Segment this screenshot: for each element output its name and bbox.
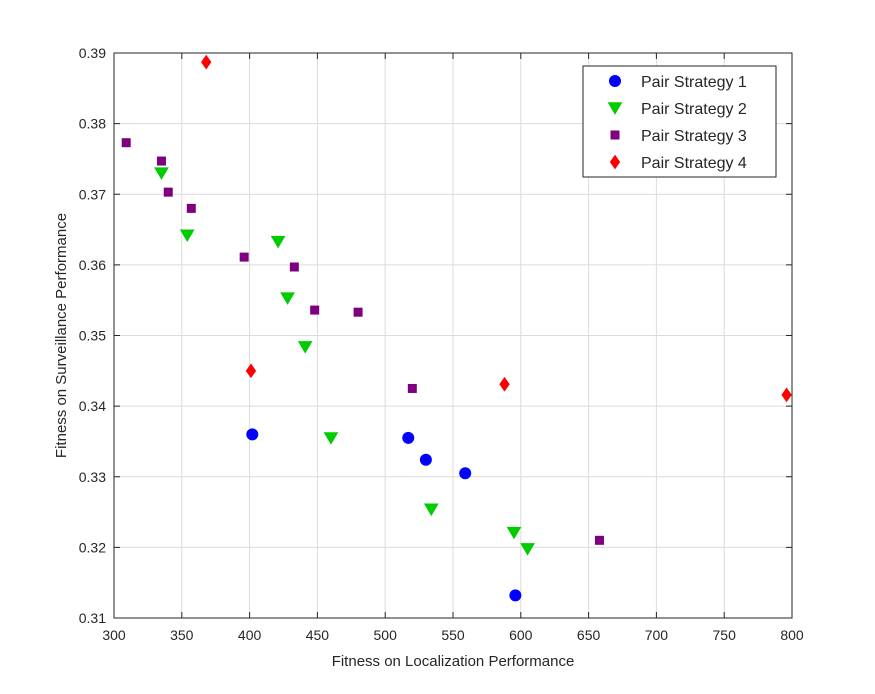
y-tick-label: 0.31	[79, 610, 106, 626]
series-4	[201, 54, 792, 403]
x-tick-label: 600	[509, 627, 533, 643]
y-axis-label: Fitness on Surveillance Performance	[53, 213, 70, 458]
series-2-point	[270, 235, 286, 249]
axis-ticks: 300 350 400 450 500 550 600 650 700 750 800 0.31 0.3…	[79, 45, 804, 643]
series-2	[154, 167, 535, 556]
series-2-point	[179, 229, 195, 243]
y-tick-label: 0.39	[79, 45, 106, 61]
series-2-point	[423, 503, 439, 517]
y-tick-label: 0.33	[79, 469, 106, 485]
series-1-point	[509, 589, 522, 602]
series-2-point	[154, 167, 169, 180]
legend-marker-4	[609, 154, 621, 170]
series-2-point	[506, 526, 522, 540]
series-3-point	[289, 262, 299, 272]
legend-label-4: Pair Strategy 4	[641, 155, 747, 172]
y-tick-label: 0.36	[79, 257, 106, 273]
series-3	[121, 138, 604, 545]
y-tick-label: 0.35	[79, 328, 106, 344]
series-4-point	[245, 363, 257, 379]
x-axis-label: Fitness on Localization Performance	[332, 653, 575, 670]
legend-label-1: Pair Strategy 1	[641, 74, 747, 91]
x-tick-label: 800	[780, 627, 804, 643]
legend-marker-3	[610, 130, 620, 140]
legend: Pair Strategy 1 Pair Strategy 2 Pair Strat…	[582, 65, 777, 178]
x-tick-label: 700	[645, 627, 669, 643]
series-1-point	[459, 467, 472, 480]
x-tick-label: 300	[102, 627, 126, 643]
series-3-point	[121, 138, 131, 148]
x-tick-label: 650	[577, 627, 601, 643]
y-tick-label: 0.32	[79, 539, 106, 555]
legend-label-2: Pair Strategy 2	[641, 101, 747, 118]
x-tick-label: 550	[441, 627, 465, 643]
x-tick-label: 500	[374, 627, 398, 643]
series-3-point	[310, 305, 320, 315]
series-3-point	[186, 203, 196, 213]
series-3-point	[163, 187, 173, 197]
y-tick-label: 0.34	[79, 398, 106, 414]
x-tick-label: 450	[306, 627, 330, 643]
series-3-point	[407, 383, 417, 393]
x-tick-label: 350	[170, 627, 194, 643]
series-2-point	[297, 341, 313, 354]
series-4-point	[201, 54, 212, 70]
legend-marker-2	[607, 102, 623, 115]
series-1	[246, 428, 522, 602]
y-tick-label: 0.37	[79, 186, 106, 202]
x-tick-label: 400	[238, 627, 262, 643]
series-2-point	[280, 292, 295, 305]
series-2-point	[520, 543, 535, 556]
series-1-point	[246, 428, 259, 441]
series-3-point	[239, 252, 249, 262]
data-points	[121, 54, 792, 602]
series-3-point	[353, 307, 363, 317]
legend-marker-1	[609, 75, 621, 87]
series-1-point	[402, 431, 415, 444]
series-3-point	[594, 535, 604, 545]
series-4-point	[781, 387, 792, 403]
series-2-point	[323, 432, 339, 445]
y-tick-label: 0.38	[79, 116, 106, 132]
legend-label-3: Pair Strategy 3	[641, 128, 747, 145]
series-1-point	[419, 453, 432, 466]
x-tick-label: 750	[713, 627, 737, 643]
series-4-point	[499, 376, 510, 392]
series-3-point	[156, 156, 166, 166]
